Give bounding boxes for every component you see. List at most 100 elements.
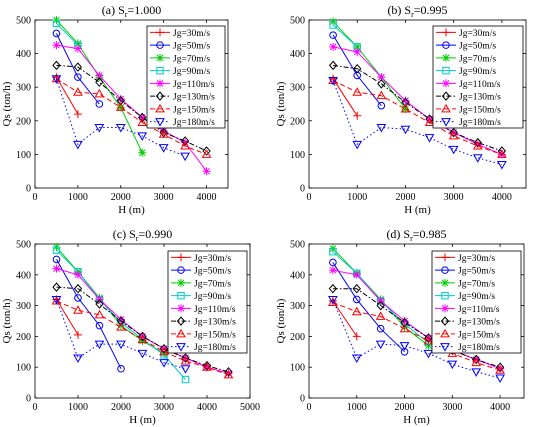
data-point [471,368,482,377]
legend: Jg=30m/s Jg=50m/s Jg=70m/s Jg=90m/s Jg=110m/… [146,25,226,129]
legend-marker [440,343,450,352]
y-tick-label: 500 [16,240,31,251]
chart-panel: (c) Sr=0.990 0 1000 2000 3000 4000 5000 0 100 200… [1,227,260,426]
chart-panel: (a) Sr=1.000 0 1000 2000 3000 4000 0 100 200 300 4… [1,3,229,216]
data-point [203,363,211,372]
x-tick-label: 1000 [68,402,88,413]
data-point [328,76,338,86]
data-point [137,132,148,141]
y-tick-label: 500 [290,16,305,27]
series-line [332,302,501,371]
series-line [332,300,358,337]
data-point [51,295,62,305]
data-point [352,295,361,304]
legend-marker [156,53,164,62]
legend-label: Jg=110m/s [194,305,236,315]
legend-label: Jg=130m/s [194,318,236,328]
data-point [73,354,83,363]
data-point [447,360,458,370]
legend-label: Jg=180m/s [194,343,236,353]
data-point [74,270,82,279]
legend-marker [177,291,185,300]
y-axis-label: Qs (ton/h) [1,81,13,126]
x-tick-label: 5000 [240,402,260,413]
x-tick-label: 3000 [442,402,462,413]
data-point [448,145,459,155]
data-point [73,44,82,53]
y-tick-label: 200 [290,332,305,343]
legend-marker [441,304,449,313]
chart-title-value: =0.990 [138,227,172,241]
y-tick-label: 0 [300,184,305,195]
legend-label: Jg=50m/s [458,267,495,277]
series-line [55,76,79,115]
data-point [351,354,362,363]
data-point [95,321,104,330]
legend-box [432,25,524,129]
data-point [449,127,458,138]
series [51,295,191,374]
y-tick-label: 0 [26,394,31,405]
data-point [138,113,147,122]
data-point [116,95,125,106]
data-point [224,369,233,378]
legend-label: Jg=70m/s [194,279,231,289]
legend-marker [155,103,165,113]
data-point [352,87,363,96]
data-point [423,349,434,359]
series-line [332,24,358,48]
data-point [94,309,105,319]
data-point [180,136,190,146]
legend-label: Jg=130m/s [459,93,501,103]
series [328,297,505,374]
data-point [424,117,435,126]
data-point [180,356,191,365]
x-tick-label: 2000 [111,192,131,203]
data-point [201,149,212,158]
data-point [52,282,61,292]
data-point [329,31,337,39]
legend-label: Jg=150m/s [173,105,215,115]
legend-label: Jg=70m/s [459,54,496,64]
data-point [95,100,104,108]
x-axis-label: H (m) [403,414,430,426]
x-tick-label: 4000 [492,192,512,203]
chart-panel: (b) Sr=0.995 0 1000 2000 3000 4000 0 100 200 300 4… [275,3,527,216]
data-point [52,60,61,71]
chart-title: (d) Sr=0.985 [386,227,446,243]
data-point [329,248,337,256]
chart-title: (b) Sr=0.995 [387,3,447,19]
data-point [180,365,191,374]
legend-marker [177,278,185,287]
legend-label: Jg=90m/s [459,67,496,77]
data-point [52,29,61,38]
chart-title-subscript: r [411,10,414,19]
legend-marker [442,41,450,49]
data-point [52,246,61,254]
legend-label: Jg=90m/s [194,292,231,302]
series [51,75,190,162]
data-point [202,362,212,371]
series-line [333,64,503,152]
data-point [202,146,211,156]
chart-title-main: (c) S [113,227,136,241]
data-point [94,88,105,98]
legend-label: Jg=180m/s [459,118,501,128]
data-point [472,354,481,365]
y-axis-label: Qs (ton/h) [275,81,287,126]
data-point [400,104,411,113]
data-point [329,21,337,29]
y-tick-label: 500 [16,16,31,27]
data-point [495,362,505,372]
y-tick-label: 100 [290,363,305,374]
legend-label: Jg=50m/s [459,42,496,52]
series-line [56,64,207,152]
legend-label: Jg=90m/s [458,292,495,302]
chart-panel: (d) Sr=0.985 0 1000 2000 3000 4000 0 100 200 300 4… [275,227,525,426]
y-tick-label: 400 [16,270,31,281]
data-point [115,102,126,111]
y-tick-label: 400 [290,49,305,60]
data-point [399,342,410,351]
data-point [495,365,505,374]
series [328,295,505,383]
